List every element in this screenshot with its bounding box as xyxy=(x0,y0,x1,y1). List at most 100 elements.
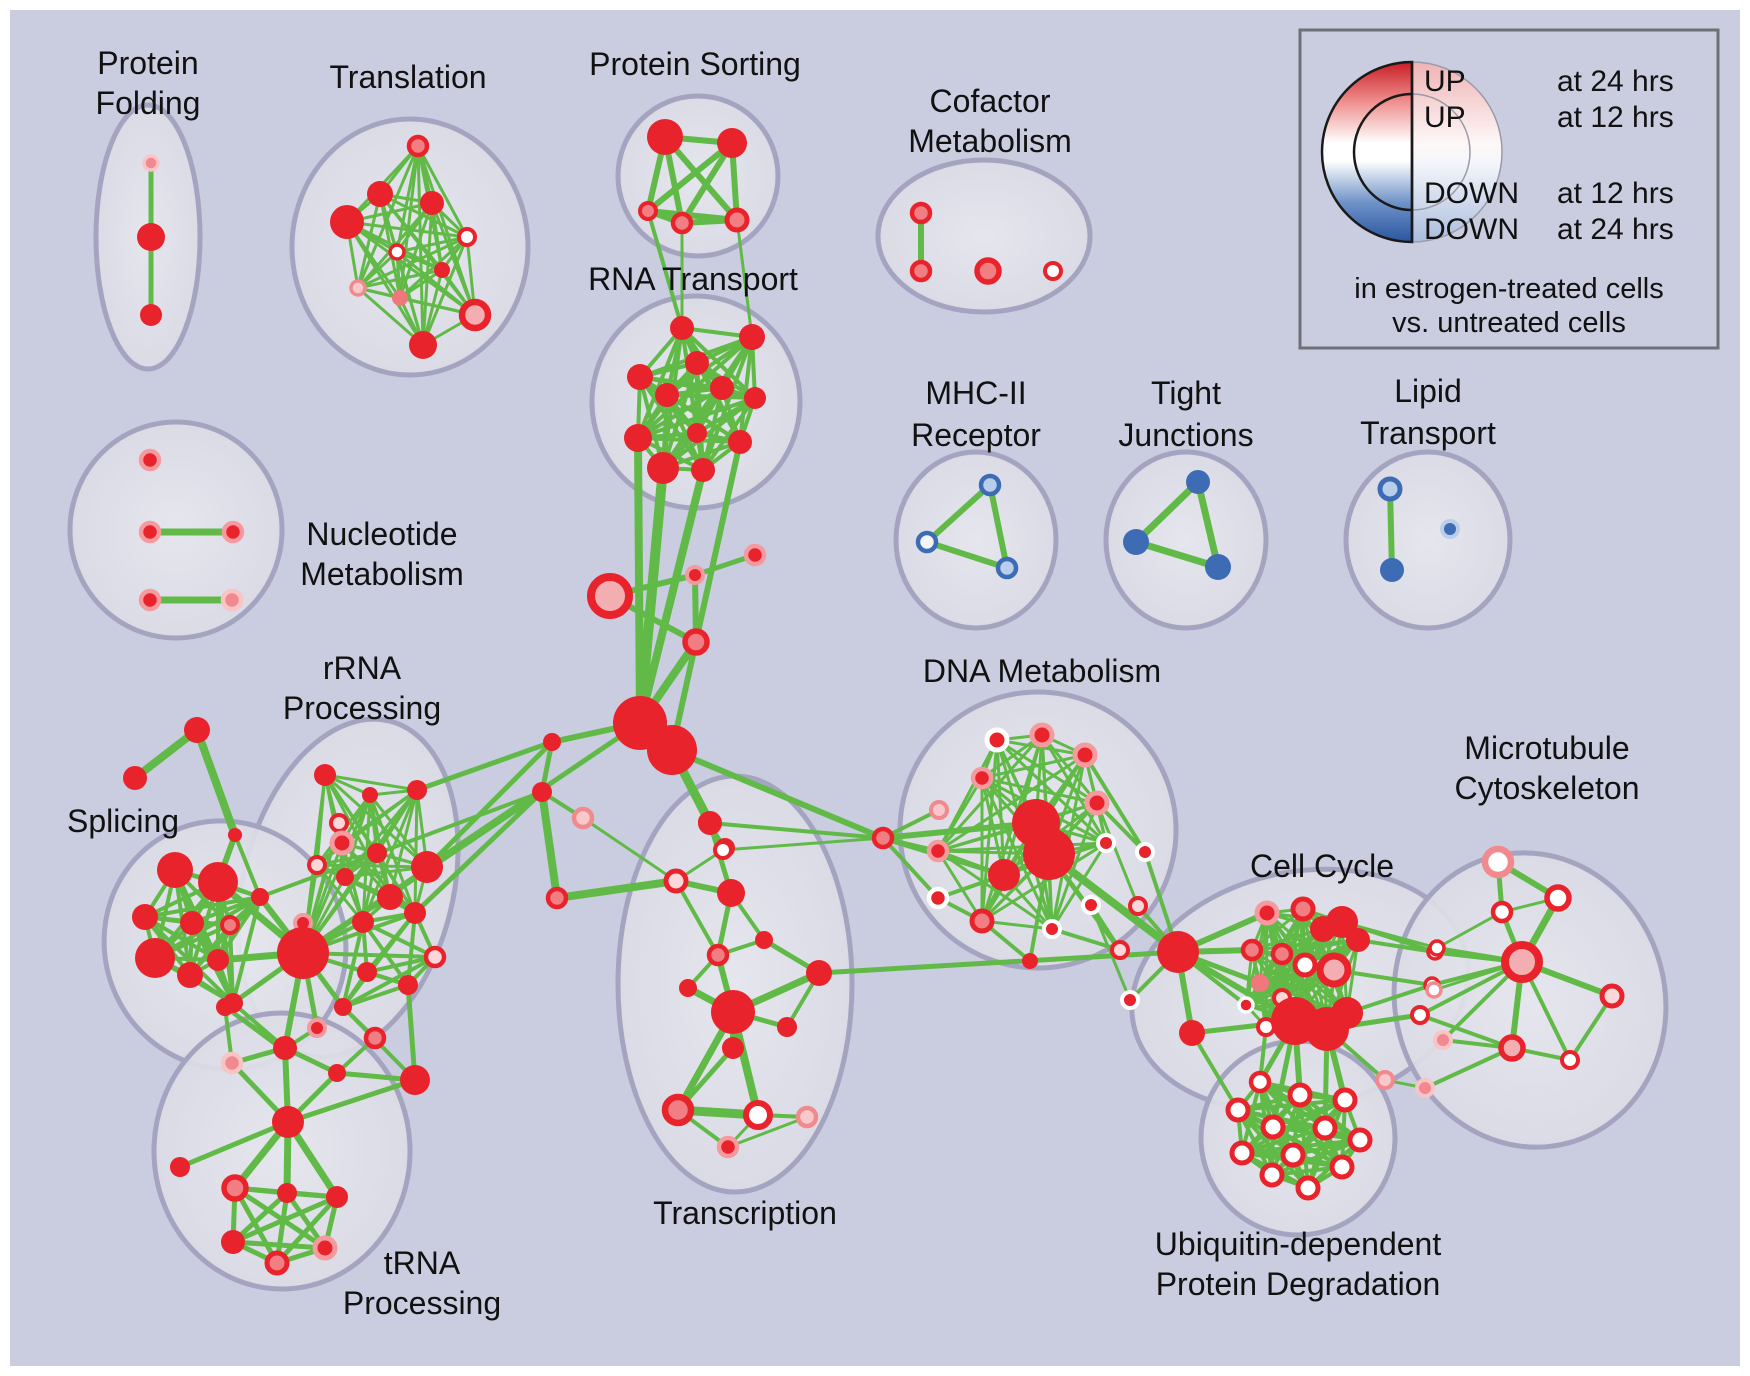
cluster-label-ubiquitin-degradation-line0: Ubiquitin-dependent xyxy=(1155,1226,1442,1262)
cluster-label-transcription-line0: Transcription xyxy=(653,1195,837,1231)
network-node-m1 xyxy=(978,473,1002,497)
network-node-ub4 xyxy=(1225,1097,1251,1123)
network-node-ub12 xyxy=(1295,1175,1321,1201)
network-edge xyxy=(680,326,757,400)
network-edge xyxy=(721,836,885,852)
network-node-s7 xyxy=(135,938,175,978)
network-edge xyxy=(708,821,885,840)
network-node-mt2 xyxy=(1544,884,1572,912)
network-node-cf3 xyxy=(974,257,1002,285)
legend-entry-time-2: at 12 hrs xyxy=(1557,177,1674,210)
network-node-rt4 xyxy=(627,364,653,390)
cluster-label-cofactor-metabolism-line0: Cofactor xyxy=(930,83,1051,119)
network-edge xyxy=(1418,1013,1514,1050)
network-edge xyxy=(153,895,262,960)
cluster-label-trna-processing-line1: Processing xyxy=(343,1285,501,1321)
cluster-label-rna-transport-line0: RNA Transport xyxy=(588,261,798,297)
cluster-ellipse-tight-junctions xyxy=(1103,449,1269,631)
network-node-d12 xyxy=(1096,833,1116,853)
network-edge xyxy=(646,209,684,330)
network-edge xyxy=(356,286,425,347)
network-edge xyxy=(356,268,444,290)
network-edge xyxy=(538,788,561,902)
cluster-labels: Protein Folding Translation Protein Sorting… xyxy=(67,45,1640,1321)
network-node-t9 xyxy=(392,290,408,306)
network-edge xyxy=(341,920,365,1009)
cluster-label-tight-junctions-line1: Junctions xyxy=(1118,417,1253,453)
network-edge xyxy=(1050,841,1108,931)
network-node-u1 xyxy=(220,1051,244,1075)
legend-entry-time-3: at 24 hrs xyxy=(1557,213,1674,246)
network-edge xyxy=(412,789,545,916)
network-edge xyxy=(636,326,684,440)
network-node-c5 xyxy=(543,733,561,751)
network-node-ps5 xyxy=(724,207,750,233)
cluster-label-protein-sorting-line0: Protein Sorting xyxy=(589,46,801,82)
network-node-d17 xyxy=(1110,940,1130,960)
network-node-h4 xyxy=(221,1230,245,1254)
network-node-ub7 xyxy=(1347,1127,1373,1153)
network-node-rb xyxy=(362,787,378,803)
network-edge xyxy=(662,134,740,223)
network-node-h5 xyxy=(312,1235,338,1261)
network-node-ra xyxy=(314,764,336,786)
network-node-k3 xyxy=(1157,931,1199,973)
network-node-c1 xyxy=(587,573,633,619)
network-node-mt4 xyxy=(1501,941,1543,983)
network-edge xyxy=(1356,938,1437,954)
network-node-k4 xyxy=(1179,1020,1205,1046)
network-node-d18 xyxy=(1022,953,1038,969)
network-node-h3 xyxy=(326,1186,348,1208)
network-edge xyxy=(413,788,419,915)
network-edge xyxy=(738,335,754,444)
network-node-c7 xyxy=(571,806,595,830)
network-node-u2 xyxy=(273,1036,297,1060)
cluster-label-rrna-processing-line1: Processing xyxy=(283,690,441,726)
network-node-mt9 xyxy=(1560,1050,1580,1070)
network-node-d7 xyxy=(926,839,950,863)
cluster-label-mhc-ii-receptor-line1: Receptor xyxy=(911,417,1041,453)
cluster-label-microtubule-cytoskeleton-line0: Microtubule xyxy=(1464,730,1629,766)
network-node-lt1 xyxy=(1377,476,1403,502)
network-node-e4 xyxy=(1326,906,1358,938)
network-node-e2 xyxy=(1290,896,1316,922)
network-node-d16 xyxy=(1081,895,1101,915)
network-node-r11 xyxy=(357,962,377,982)
cluster-ellipse-trna-processing xyxy=(151,1010,413,1292)
network-edge xyxy=(430,201,477,317)
network-node-e18 xyxy=(1346,928,1370,952)
network-node-r8 xyxy=(352,911,374,933)
network-node-u4 xyxy=(400,1065,430,1095)
network-node-rt1 xyxy=(670,316,694,340)
network-node-mt5 xyxy=(1599,983,1625,1009)
network-edge xyxy=(193,726,239,839)
network-node-t3 xyxy=(330,205,364,239)
network-node-w6 xyxy=(1415,1078,1435,1098)
network-node-t4 xyxy=(420,191,444,215)
network-node-tx11 xyxy=(777,1017,797,1037)
network-edge xyxy=(341,955,437,1009)
network-edge xyxy=(636,436,742,444)
network-node-cf1 xyxy=(909,201,933,225)
network-edge xyxy=(230,1190,290,1245)
network-node-r12 xyxy=(398,975,418,995)
network-node-d6 xyxy=(871,826,895,850)
network-node-d14 xyxy=(969,908,995,934)
cluster-ellipse-cofactor-metabolism xyxy=(875,157,1093,315)
network-edge xyxy=(258,790,544,899)
legend-box xyxy=(1298,28,1720,350)
network-edge xyxy=(987,482,1010,571)
network-edge xyxy=(936,849,984,923)
network-node-th xyxy=(272,1106,304,1138)
network-node-nm5 xyxy=(220,588,244,612)
network-node-rd xyxy=(329,813,349,833)
cluster-label-mhc-ii-receptor-line0: MHC-II xyxy=(925,375,1026,411)
network-node-c2 xyxy=(685,565,705,585)
legend: UP at 24 hrs UP at 12 hrs DOWN at 12 hrs DOWN a… xyxy=(1298,28,1720,350)
network-node-ps1 xyxy=(647,119,683,155)
network-node-mt1 xyxy=(1481,845,1515,879)
network-edge xyxy=(645,140,735,214)
network-node-ub8 xyxy=(1229,1140,1255,1166)
network-node-ub1 xyxy=(1248,1070,1272,1094)
network-edge xyxy=(230,1194,340,1245)
